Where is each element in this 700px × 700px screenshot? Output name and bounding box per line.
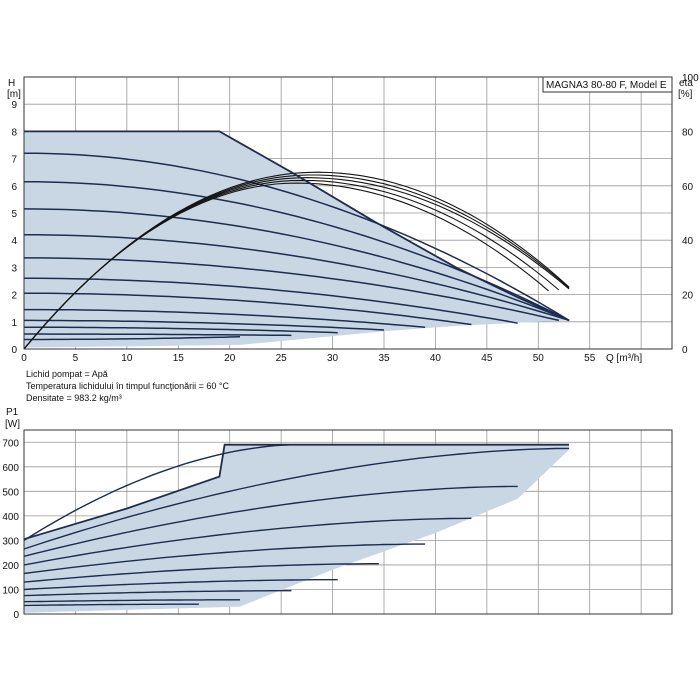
y-tick-label: 8: [11, 127, 17, 138]
x-tick-label: 30: [327, 353, 339, 364]
info-liquid: Lichid pompat = Apă: [26, 369, 108, 379]
x-tick-label: 0: [21, 353, 27, 364]
y2-axis-unit: [%]: [678, 89, 693, 100]
y-tick-label: 700: [2, 438, 19, 449]
power-axis-label: P1: [6, 407, 19, 418]
y-tick-label: 5: [11, 209, 17, 220]
power-envelope-edges: [23, 443, 570, 541]
power-axis-unit: [W]: [5, 419, 20, 430]
power-curve: [23, 579, 338, 591]
y2-tick-label: 80: [682, 127, 694, 138]
y2-tick-label: 40: [682, 236, 694, 247]
y-tick-label: 300: [2, 536, 19, 547]
y-axis-unit: [m]: [7, 89, 21, 100]
head-curve: [23, 208, 570, 322]
head-envelope-area: [24, 131, 570, 348]
power-curve: [23, 447, 570, 550]
y-tick-label: 100: [2, 585, 19, 596]
power-envelope: [24, 444, 570, 613]
x-axis-label: Q [m³/h]: [606, 353, 642, 364]
y-tick-label: 0: [13, 610, 19, 621]
model-title-box: [542, 76, 673, 93]
power-chart: 0 100 200 300 400 500 600 700 P1 [W]: [2, 407, 673, 621]
y-tick-label: 600: [2, 463, 19, 474]
y2-tick-label: 60: [682, 182, 694, 193]
y-tick-label: 6: [11, 182, 17, 193]
power-tick-labels: 0 100 200 300 400 500 600 700: [2, 438, 19, 621]
head-curve: [23, 152, 570, 322]
head-envelope: [24, 131, 570, 348]
y-tick-label: 3: [11, 263, 17, 274]
x-tick-label: 40: [430, 353, 442, 364]
head-curve: [24, 333, 292, 337]
y2-axis-label: eta: [679, 78, 693, 89]
max-power-curve: [23, 443, 570, 541]
x-tick-label: 10: [121, 353, 133, 364]
head-chart-frame: [23, 76, 673, 350]
x-tick-label: 25: [276, 353, 288, 364]
max-head-curve: [24, 130, 570, 322]
head-envelope-edges: [24, 130, 570, 322]
y2-tick-label: 100: [682, 73, 699, 84]
chart-title: MAGNA3 80-80 F, Model E: [546, 80, 667, 91]
head-curve: [24, 326, 338, 334]
y-tick-label: 4: [11, 236, 17, 247]
head-efficiency-chart: 0 5 10 15 20 25 30 35 40 45 50 55012345678902040608…: [7, 73, 699, 364]
x-tick-label: 20: [224, 353, 236, 364]
y-tick-label: 0: [11, 345, 17, 356]
head-curve: [24, 257, 560, 322]
x-tick-label: 50: [533, 353, 545, 364]
power-curve: [23, 563, 379, 583]
power-curve: [23, 517, 472, 566]
y-tick-label: 500: [2, 487, 19, 498]
power-curve: [23, 444, 297, 541]
efficiency-curve: [23, 182, 549, 350]
power-curve: [23, 599, 240, 603]
power-curves: [23, 444, 570, 607]
x-tick-label: 15: [173, 353, 185, 364]
head-curve: [23, 292, 472, 326]
info-temperature: Temperatura lichidului în timpul funcţio…: [26, 381, 229, 391]
power-curve: [24, 603, 199, 607]
head-curve: [24, 234, 570, 322]
y-tick-label: 7: [11, 155, 17, 166]
power-curve: [23, 543, 426, 575]
head-curve: [24, 277, 518, 324]
info-density: Densitate = 983.2 kg/m³: [26, 393, 122, 403]
power-envelope-area: [24, 444, 570, 613]
y-tick-label: 1: [11, 318, 17, 329]
x-tick-label: 35: [378, 353, 390, 364]
y2-tick-label: 0: [682, 345, 688, 356]
y-tick-label: 9: [11, 100, 17, 111]
head-curve: [24, 319, 385, 331]
head-curve: [24, 308, 426, 328]
head-tick-labels: 0 5 10 15 20 25 30 35 40 45 50 55012345678902040608…: [11, 73, 699, 364]
x-tick-label: 55: [584, 353, 596, 364]
y-axis-label: H: [8, 78, 15, 89]
head-curve: [24, 336, 241, 341]
y-tick-label: 2: [11, 291, 17, 302]
y2-tick-label: 20: [682, 291, 694, 302]
y-tick-label: 200: [2, 561, 19, 572]
power-curve: [23, 590, 292, 597]
power-curve: [23, 485, 518, 557]
y-tick-label: 400: [2, 512, 19, 523]
x-tick-label: 5: [73, 353, 79, 364]
x-tick-label: 45: [481, 353, 493, 364]
power-chart-frame: [23, 429, 673, 615]
